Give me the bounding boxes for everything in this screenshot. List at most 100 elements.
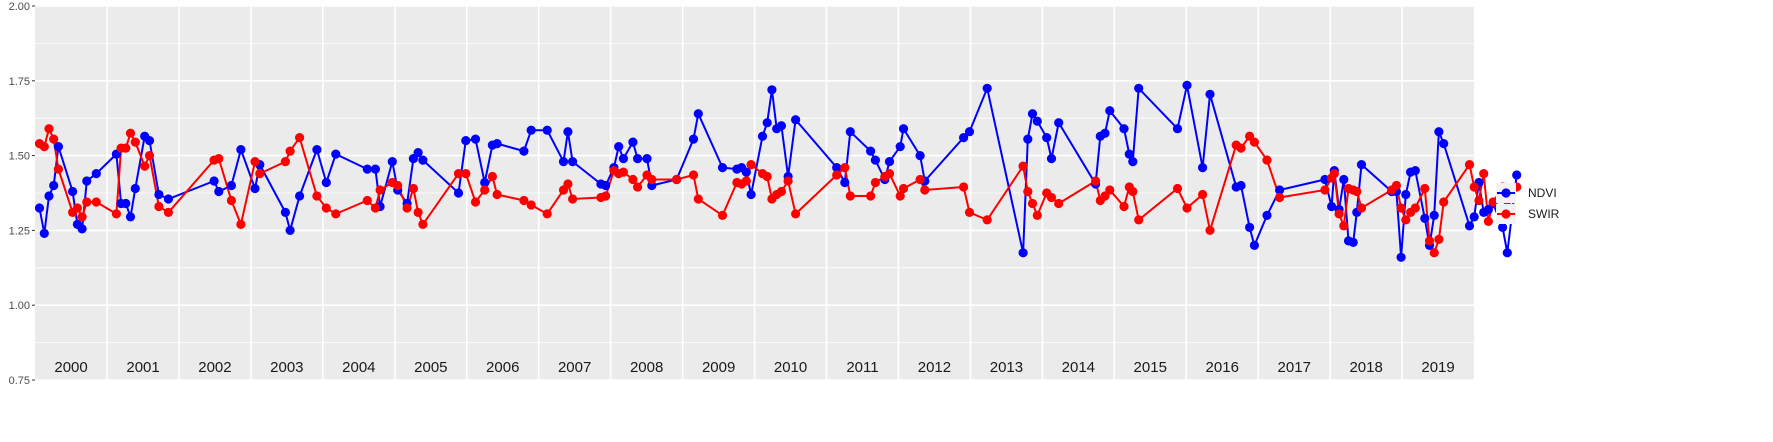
swir-point [1329, 169, 1339, 179]
ndvi-point [53, 142, 64, 152]
swir-point [542, 209, 552, 219]
ndvi-point [1356, 160, 1367, 170]
ndvi-point [959, 133, 969, 143]
swir-point [375, 185, 385, 195]
swir-point [312, 191, 322, 201]
ndvi-point [77, 224, 87, 234]
ndvi-point [757, 131, 768, 141]
year-label: 2002 [198, 359, 231, 376]
y-tick-label: 2.00 [9, 1, 30, 13]
y-tick-label: 1.00 [9, 300, 30, 312]
ndvi-point [526, 125, 536, 135]
ndvi-point [144, 136, 155, 146]
ndvi-point [163, 194, 173, 204]
ndvi-point [1429, 210, 1439, 220]
swir-point [163, 207, 173, 217]
year-label: 2005 [414, 359, 447, 376]
swir-point [1172, 183, 1183, 194]
ndvi-point [845, 127, 855, 137]
legend-key-point [1501, 209, 1511, 219]
swir-point [331, 209, 341, 219]
ndvi-point [717, 163, 728, 173]
swir-point [44, 124, 54, 134]
year-label: 2019 [1421, 359, 1454, 376]
ndvi-point [130, 183, 140, 194]
swir-point [1198, 189, 1208, 200]
ndvi-point [1046, 154, 1057, 164]
swir-point [1134, 215, 1144, 225]
year-label: 2012 [918, 359, 951, 376]
ndvi-point [767, 85, 777, 95]
legend-label-swir: SWIR [1528, 207, 1560, 221]
swir-point [413, 207, 423, 217]
swir-point [453, 169, 464, 179]
ndvi-point [1119, 124, 1129, 134]
ndvi-point [280, 207, 290, 217]
swir-point [418, 219, 428, 229]
swir-point [1410, 203, 1420, 213]
ndvi-point [1023, 134, 1033, 144]
swir-point [563, 179, 573, 189]
ndvi-point [1464, 221, 1475, 231]
ndvi-point [1502, 248, 1512, 258]
swir-point [1334, 209, 1344, 219]
ndvi-point [1042, 133, 1052, 143]
ndvi-point [1410, 166, 1420, 176]
ndvi-point [982, 83, 992, 93]
ndvi-point [1327, 201, 1337, 212]
swir-point [461, 169, 471, 179]
swir-point [741, 176, 751, 186]
swir-point [1262, 155, 1272, 165]
year-label: 2015 [1134, 359, 1167, 376]
ndvi-point [362, 164, 372, 174]
ndvi-point [840, 177, 850, 188]
swir-point [236, 219, 246, 229]
ndvi-point [370, 164, 380, 174]
ndvi-point [1105, 106, 1115, 116]
legend: NDVI SWIR [1496, 183, 1560, 224]
year-label: 2010 [774, 359, 807, 376]
swir-point [633, 182, 643, 192]
year-label: 2011 [846, 359, 878, 376]
swir-point [1018, 161, 1028, 171]
swir-point [870, 177, 881, 188]
ndvi-point [321, 177, 331, 188]
ndvi-point [44, 191, 54, 201]
ndvi-point [387, 157, 397, 167]
ndvi-point [480, 177, 490, 188]
swir-point [480, 185, 490, 195]
swir-point [255, 169, 265, 179]
swir-point [1464, 160, 1475, 170]
swir-point [72, 203, 82, 213]
swir-point [77, 212, 87, 222]
year-label: 2017 [1278, 359, 1311, 376]
ndvi-point [693, 109, 703, 119]
ndvi-point [68, 186, 78, 197]
y-tick-label: 1.50 [9, 151, 30, 163]
swir-point [1182, 203, 1192, 213]
ndvi-point [1027, 109, 1038, 119]
ndvi-point [1262, 210, 1272, 220]
swir-point [1119, 201, 1129, 212]
ndvi-point [791, 115, 801, 125]
ndvi-point [558, 157, 569, 167]
legend-item-ndvi: NDVI [1496, 183, 1557, 203]
swir-point [1205, 225, 1215, 235]
ndvi-point [519, 146, 529, 156]
ndvi-point [34, 203, 45, 213]
swir-point [717, 210, 728, 220]
swir-point [121, 143, 131, 153]
ndvi-point [236, 145, 246, 155]
year-label: 2007 [558, 359, 591, 376]
swir-point [214, 154, 224, 164]
swir-point [1105, 185, 1115, 195]
swir-point [693, 194, 703, 204]
swir-point [866, 191, 876, 201]
ndvi-point [776, 121, 787, 131]
swir-point [776, 186, 787, 197]
ndvi-point [964, 127, 975, 137]
swir-point [1275, 192, 1285, 203]
ndvi-point [453, 188, 464, 198]
swir-point [982, 215, 992, 225]
ndvi-point [746, 189, 756, 200]
